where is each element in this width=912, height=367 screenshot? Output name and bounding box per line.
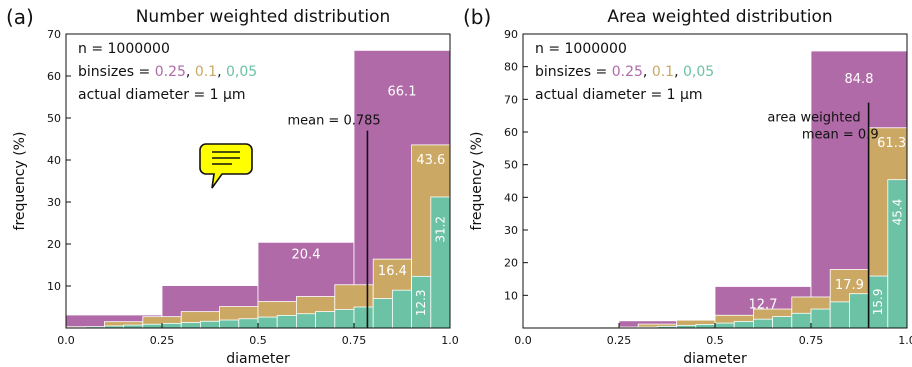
binsize-value: 0.25	[155, 64, 186, 80]
info-binsizes: binsizes = 0.25, 0.1, 0,05	[78, 64, 257, 80]
data-label: 12.3	[414, 289, 428, 316]
y-tick-label: 30	[47, 196, 61, 209]
x-tick-label: 0.5	[706, 334, 724, 347]
binsize-value: 0,05	[226, 64, 257, 80]
bar	[161, 322, 182, 329]
panel-label: (b)	[463, 5, 491, 29]
x-axis-label: diameter	[226, 351, 290, 367]
bar	[829, 301, 850, 329]
data-label: 16.4	[378, 264, 407, 279]
panel-label: (a)	[6, 5, 34, 29]
panel-a: (a) Number weighted distribution 20.4 66.1 1…	[6, 5, 459, 367]
bar	[849, 293, 870, 329]
bar	[238, 318, 259, 329]
x-tick-label: 0.0	[57, 334, 75, 347]
y-tick-label: 10	[504, 289, 518, 302]
x-tick-label: 0.75	[799, 334, 824, 347]
x-tick-label: 1.0	[441, 334, 459, 347]
x-tick-label: 1.0	[898, 334, 912, 347]
info-binsizes-prefix: binsizes =	[535, 64, 612, 80]
data-label: 45.4	[890, 199, 904, 226]
bar	[733, 321, 754, 329]
y-tick-label: 60	[47, 70, 61, 83]
data-label: 84.8	[845, 72, 874, 87]
y-tick-label: 30	[504, 224, 518, 237]
mean-label-line: mean = 0.9	[802, 128, 879, 143]
info-binsizes: binsizes = 0.25, 0.1, 0,05	[535, 64, 714, 80]
info-count: n = 1000000	[78, 41, 170, 57]
y-tick-label: 90	[504, 28, 518, 41]
binsize-value: 0.25	[612, 64, 643, 80]
bar	[219, 319, 240, 329]
bar	[295, 313, 316, 329]
data-label: 17.9	[835, 278, 864, 293]
y-tick-label: 70	[504, 93, 518, 106]
bar	[276, 314, 297, 329]
data-label: 66.1	[388, 85, 417, 100]
y-axis-label: frequency (%)	[469, 132, 485, 231]
y-tick-label: 20	[504, 257, 518, 270]
x-tick-label: 0.0	[514, 334, 532, 347]
series-binsize-005	[65, 196, 451, 329]
y-tick-label: 10	[47, 280, 61, 293]
info-diameter: actual diameter = 1 μm	[535, 87, 703, 103]
bubble-shape	[199, 143, 253, 189]
bar	[772, 316, 793, 329]
bar	[315, 311, 336, 329]
y-tick-label: 50	[504, 159, 518, 172]
x-axis-label: diameter	[683, 351, 747, 367]
bar	[391, 289, 412, 329]
info-binsizes-prefix: binsizes =	[78, 64, 155, 80]
data-label: 20.4	[292, 248, 321, 263]
bar	[353, 306, 374, 329]
data-label: 12.7	[749, 298, 778, 313]
data-label: 31.2	[433, 216, 447, 243]
binsize-value: 0.1	[195, 64, 217, 80]
binsize-value: 0.1	[652, 64, 674, 80]
bar	[257, 316, 278, 329]
data-label: 61.3	[877, 136, 906, 151]
bar	[810, 308, 831, 329]
bar	[753, 318, 774, 329]
y-tick-label: 20	[47, 238, 61, 251]
series-binsize-005	[618, 179, 908, 329]
y-tick-label: 50	[47, 112, 61, 125]
x-tick-label: 0.5	[249, 334, 267, 347]
bar	[199, 320, 220, 329]
info-diameter: actual diameter = 1 μm	[78, 87, 246, 103]
panel-b: (b) Area weighted distribution 12.7 84.8 17.…	[463, 5, 912, 367]
chart-title: Number weighted distribution	[136, 7, 391, 27]
bar	[372, 298, 393, 329]
chart-title: Area weighted distribution	[607, 7, 832, 27]
bar	[334, 309, 355, 329]
x-tick-label: 0.75	[342, 334, 367, 347]
y-tick-label: 80	[504, 61, 518, 74]
info-count: n = 1000000	[535, 41, 627, 57]
y-tick-label: 70	[47, 28, 61, 41]
y-tick-label: 40	[504, 191, 518, 204]
data-label: 15.9	[871, 289, 885, 316]
binsize-value: 0,05	[683, 64, 714, 80]
data-label: 43.6	[416, 153, 445, 168]
x-tick-label: 0.25	[150, 334, 175, 347]
x-tick-label: 0.25	[607, 334, 632, 347]
bar	[180, 322, 201, 329]
bar	[714, 322, 735, 329]
bar	[142, 323, 163, 329]
chat-bubble-icon	[199, 143, 253, 189]
mean-label: mean = 0.785	[287, 114, 380, 129]
y-tick-label: 60	[504, 126, 518, 139]
y-tick-label: 40	[47, 154, 61, 167]
bar	[791, 312, 812, 329]
y-axis-label: frequency (%)	[12, 132, 28, 231]
bar	[695, 324, 716, 329]
mean-label-line: area weighted	[767, 111, 860, 126]
